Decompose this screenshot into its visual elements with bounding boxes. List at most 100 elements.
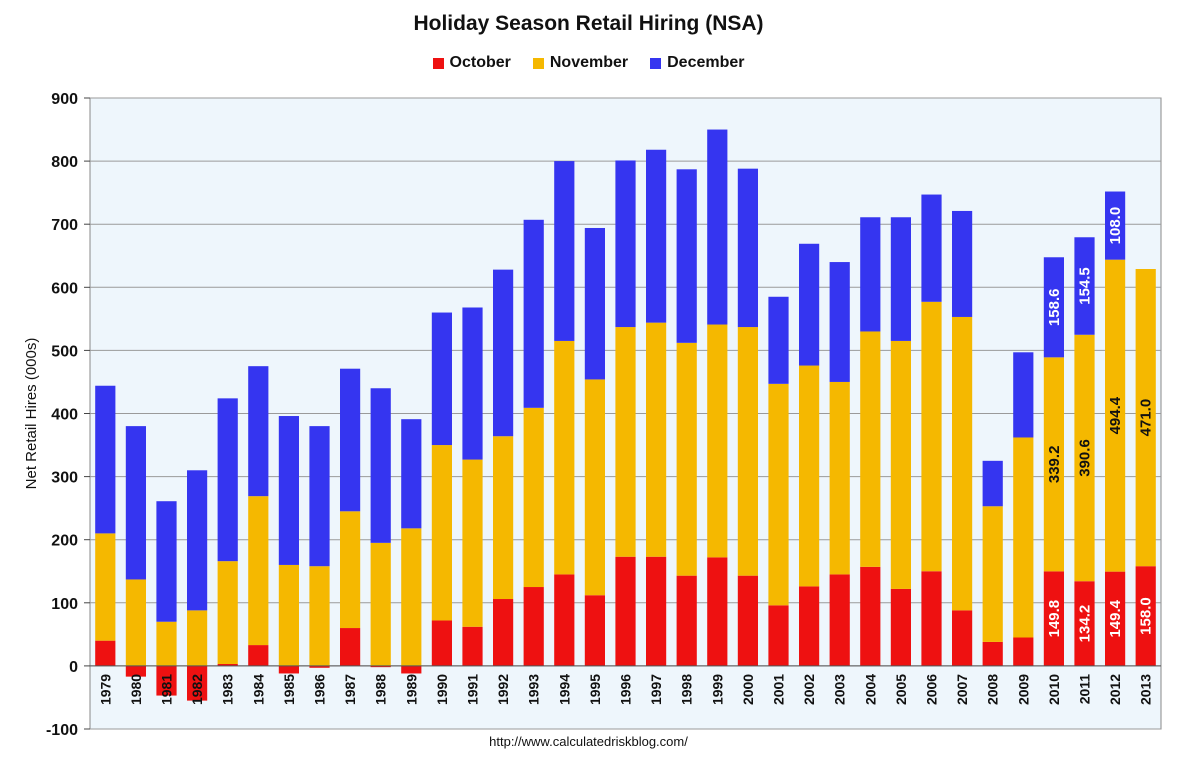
y-tick-label: 600 <box>51 280 78 297</box>
bar-october-1980 <box>125 665 146 677</box>
bar-december-1981 <box>156 501 177 622</box>
bar-october-1995 <box>584 595 605 666</box>
bar-december-1999 <box>707 129 728 325</box>
bar-december-1998 <box>676 169 697 343</box>
bar-november-1989 <box>401 528 422 666</box>
y-tick-label: 700 <box>51 217 78 234</box>
x-tick-label: 2009 <box>1015 674 1031 705</box>
data-label: 134.2 <box>1077 605 1094 643</box>
legend-item-october: October <box>432 54 511 72</box>
x-tick-label: 2005 <box>893 674 909 705</box>
bar-november-1984 <box>248 496 269 646</box>
bar-october-1981 <box>156 665 177 696</box>
bar-december-1988 <box>370 388 391 543</box>
x-tick-label: 1980 <box>128 674 144 705</box>
x-tick-label: 2013 <box>1138 674 1154 705</box>
y-tick-label: -100 <box>46 722 78 739</box>
y-tick-label: 900 <box>51 91 78 108</box>
bar-november-1981 <box>156 621 177 666</box>
bar-october-2001 <box>768 605 789 666</box>
bar-december-1997 <box>646 149 667 323</box>
x-tick-label: 2010 <box>1046 674 1062 705</box>
x-tick-label: 2004 <box>862 674 878 705</box>
bar-november-1994 <box>554 340 575 575</box>
x-tick-label: 1988 <box>373 674 389 705</box>
bar-october-1998 <box>676 575 697 666</box>
x-tick-label: 1989 <box>403 674 419 705</box>
bar-october-1984 <box>248 645 269 666</box>
x-tick-label: 2008 <box>985 674 1001 705</box>
y-axis-label: Net Retail Hires (000s) <box>23 338 40 490</box>
x-tick-label: 2000 <box>740 674 756 705</box>
bar-october-1987 <box>340 628 361 666</box>
x-tick-label: 1986 <box>312 674 328 705</box>
bar-december-1986 <box>309 426 330 567</box>
bar-december-2000 <box>737 168 758 328</box>
bar-october-1979 <box>95 640 116 666</box>
bar-december-1990 <box>431 312 452 446</box>
bar-october-2000 <box>737 575 758 666</box>
bar-november-1988 <box>370 542 391 666</box>
source-credit: http://www.calculatedriskblog.com/ <box>489 734 688 749</box>
bar-december-2005 <box>890 217 911 341</box>
x-tick-label: 2012 <box>1107 674 1123 705</box>
x-tick-label: 1983 <box>220 674 236 705</box>
bar-november-1990 <box>431 445 452 621</box>
bar-november-1997 <box>646 322 667 557</box>
x-tick-label: 2001 <box>771 674 787 705</box>
bar-december-1989 <box>401 419 422 529</box>
bar-october-1989 <box>401 665 422 674</box>
legend-label-october: October <box>449 54 511 71</box>
bar-december-1992 <box>493 269 514 437</box>
x-tick-label: 2006 <box>924 674 940 705</box>
bar-november-1980 <box>125 579 146 666</box>
bar-december-2010 <box>1043 257 1064 358</box>
bar-october-2011 <box>1074 581 1095 666</box>
bar-october-1994 <box>554 574 575 666</box>
bar-november-1985 <box>278 564 299 666</box>
data-label: 339.2 <box>1046 446 1063 484</box>
bar-october-2012 <box>1105 571 1126 666</box>
bar-november-2003 <box>829 381 850 575</box>
bar-november-1983 <box>217 561 238 665</box>
bar-october-1982 <box>187 665 208 701</box>
bar-december-1983 <box>217 398 238 562</box>
y-tick-label: 400 <box>51 407 78 424</box>
bar-november-1982 <box>187 610 208 666</box>
x-tick-label: 1979 <box>97 674 113 705</box>
bar-october-2004 <box>860 566 881 666</box>
bar-november-2006 <box>921 301 942 572</box>
bar-november-2007 <box>952 316 973 611</box>
bar-november-2011 <box>1074 334 1095 582</box>
x-tick-label: 1999 <box>709 674 725 705</box>
bar-november-2013 <box>1135 269 1156 567</box>
bar-november-1996 <box>615 327 636 557</box>
x-tick-label: 1993 <box>526 674 542 705</box>
legend-swatch-november <box>532 57 544 69</box>
x-tick-label: 1982 <box>189 674 205 705</box>
y-tick-label: 800 <box>51 154 78 171</box>
x-tick-label: 2007 <box>954 674 970 705</box>
x-tick-label: 2003 <box>832 674 848 705</box>
bar-october-2006 <box>921 571 942 666</box>
bar-december-1995 <box>584 227 605 380</box>
bar-november-2004 <box>860 331 881 567</box>
bar-november-1995 <box>584 379 605 596</box>
bar-december-1987 <box>340 368 361 512</box>
x-tick-label: 1981 <box>159 674 175 705</box>
y-tick-label: 0 <box>69 659 78 676</box>
x-tick-label: 1997 <box>648 674 664 705</box>
x-tick-label: 1985 <box>281 674 297 705</box>
bar-november-1986 <box>309 566 330 666</box>
bar-december-2006 <box>921 194 942 302</box>
bar-october-1986 <box>309 665 330 668</box>
bar-december-2007 <box>952 210 973 317</box>
bar-november-1987 <box>340 511 361 629</box>
bar-december-2011 <box>1074 237 1095 335</box>
bar-november-2008 <box>982 506 1003 642</box>
bar-october-1990 <box>431 620 452 666</box>
y-tick-label: 300 <box>51 470 78 487</box>
bar-october-1992 <box>493 599 514 666</box>
x-tick-label: 1994 <box>556 674 572 705</box>
